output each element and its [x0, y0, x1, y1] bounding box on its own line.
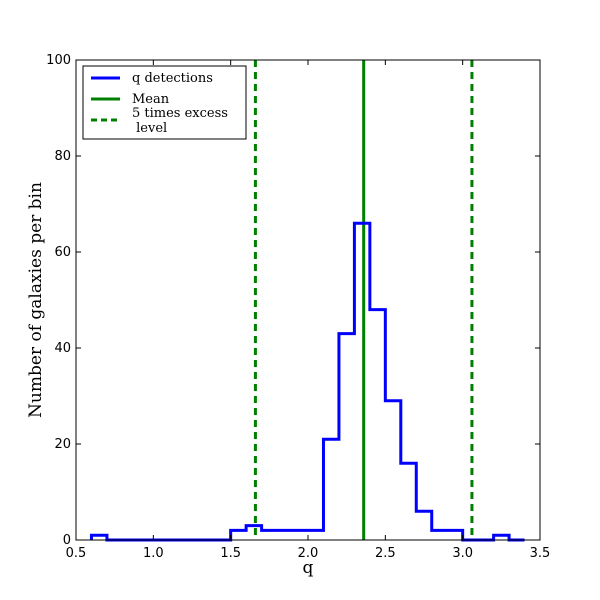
x-tick-label: 2.5 [375, 546, 396, 561]
legend-label: q detections [132, 71, 213, 86]
y-tick-label: 40 [54, 341, 71, 356]
y-tick-label: 60 [54, 245, 71, 260]
y-tick-label: 20 [54, 437, 71, 452]
y-axis-label: Number of galaxies per bin [26, 182, 46, 418]
x-axis-label: q [303, 558, 314, 578]
x-tick-label: 2.0 [298, 546, 319, 561]
x-tick-label: 0.5 [66, 546, 87, 561]
legend-label: Mean [132, 92, 170, 107]
y-tick-label: 0 [63, 533, 71, 548]
x-tick-label: 1.5 [220, 546, 241, 561]
y-tick-label: 80 [54, 149, 71, 164]
x-tick-label: 3.5 [530, 546, 551, 561]
y-tick-label: 100 [46, 53, 71, 68]
x-tick-label: 1.0 [143, 546, 164, 561]
ticks-layer: 0.5 1.0 1.5 2.0 2.5 3.0 3.5 0 20 40 60 80 100 [46, 53, 550, 561]
legend-label: 5 times excess level [132, 106, 228, 136]
x-tick-label: 3.0 [452, 546, 473, 561]
